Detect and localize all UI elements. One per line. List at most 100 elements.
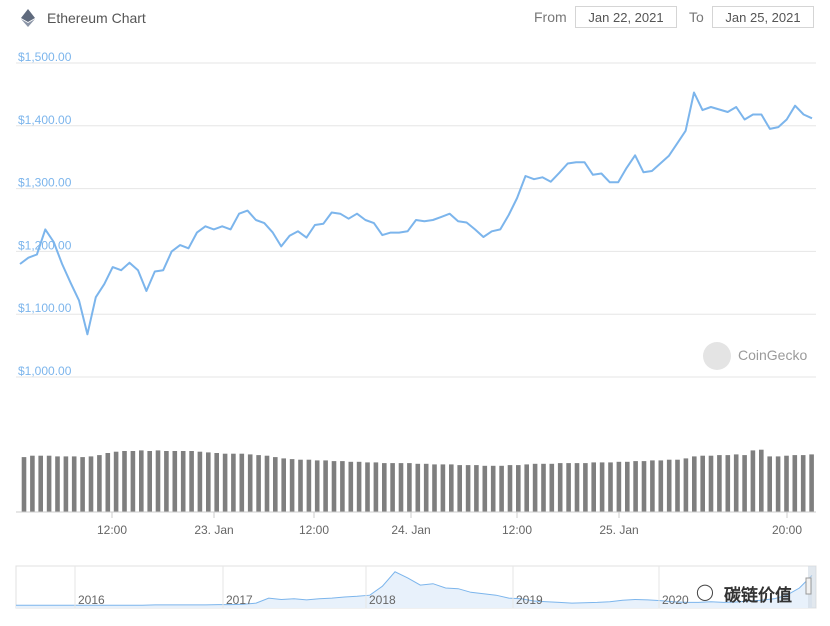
price-series-line[interactable] bbox=[19, 91, 813, 336]
x-tick-label: 12:00 bbox=[97, 523, 127, 537]
volume-bar bbox=[750, 450, 756, 512]
volume-bar bbox=[759, 449, 764, 512]
volume-bar bbox=[331, 461, 337, 512]
price-y-tick-label: $1,200.00 bbox=[18, 238, 72, 252]
chart-title: Ethereum Chart bbox=[47, 10, 146, 26]
volume-bar bbox=[164, 451, 169, 512]
volume-bar bbox=[365, 462, 370, 512]
volume-bar bbox=[206, 452, 211, 512]
volume-bar bbox=[382, 463, 387, 512]
volume-bar bbox=[474, 465, 479, 512]
navigator-selection[interactable] bbox=[808, 566, 816, 608]
price-y-tick-label: $1,400.00 bbox=[18, 113, 72, 127]
brand-text: 碳链价值 bbox=[724, 586, 792, 605]
volume-bar bbox=[725, 455, 731, 512]
volume-bar bbox=[298, 459, 303, 512]
volume-bar bbox=[289, 459, 295, 512]
ethereum-icon bbox=[21, 9, 35, 27]
volume-bar bbox=[566, 463, 571, 512]
navigator-year-label: 2019 bbox=[516, 593, 543, 607]
volume-bar bbox=[30, 455, 35, 512]
volume-bar bbox=[407, 463, 412, 512]
volume-bar bbox=[46, 455, 52, 512]
volume-bar bbox=[767, 456, 772, 512]
volume-bar bbox=[490, 465, 496, 512]
volume-bar bbox=[113, 451, 119, 512]
volume-bar bbox=[155, 450, 161, 512]
x-tick-label: 25. Jan bbox=[599, 523, 638, 537]
volume-bar bbox=[256, 455, 261, 512]
volume-bar bbox=[700, 455, 705, 512]
volume-bar bbox=[650, 460, 655, 512]
volume-bar bbox=[482, 465, 488, 512]
volume-bar bbox=[541, 463, 546, 512]
volume-bar bbox=[432, 464, 437, 512]
price-line-group[interactable] bbox=[19, 91, 813, 336]
price-gridlines bbox=[16, 62, 816, 378]
volume-bar bbox=[214, 453, 219, 512]
volume-bar bbox=[239, 453, 245, 512]
volume-bar bbox=[21, 457, 27, 512]
volume-bar bbox=[666, 459, 672, 512]
volume-bar bbox=[63, 456, 69, 512]
brand-watermark: ◯ 碳链价值 bbox=[668, 577, 818, 607]
volume-bar bbox=[733, 454, 739, 512]
volume-bar bbox=[340, 461, 345, 512]
volume-bar bbox=[625, 461, 630, 513]
from-label: From bbox=[534, 9, 567, 25]
gecko-icon bbox=[703, 342, 731, 370]
volume-bar bbox=[599, 462, 605, 512]
volume-bar bbox=[809, 454, 814, 512]
navigator-handle[interactable] bbox=[805, 577, 812, 595]
x-tick-label: 20:00 bbox=[772, 523, 802, 537]
navigator-year-label: 2018 bbox=[369, 593, 396, 607]
volume-bar bbox=[516, 465, 521, 512]
volume-bar bbox=[139, 450, 144, 512]
price-y-tick-label: $1,300.00 bbox=[18, 176, 72, 190]
volume-bar bbox=[800, 455, 806, 512]
volume-bar bbox=[348, 461, 354, 513]
volume-bar bbox=[440, 464, 446, 512]
price-y-tick-label: $1,000.00 bbox=[18, 364, 72, 378]
volume-bar bbox=[55, 456, 60, 512]
volume-bar bbox=[80, 457, 85, 512]
volume-bar bbox=[323, 460, 328, 512]
volume-bar bbox=[130, 451, 136, 512]
range-navigator[interactable]: 2016 2017 2018 2019 2020 bbox=[15, 565, 817, 609]
volume-bar bbox=[390, 463, 395, 512]
volume-bar bbox=[616, 461, 622, 513]
x-tick-label: 12:00 bbox=[502, 523, 532, 537]
volume-bar bbox=[708, 455, 714, 512]
volume-bar bbox=[415, 463, 421, 512]
volume-bar bbox=[532, 463, 538, 512]
to-date-input[interactable] bbox=[712, 6, 814, 28]
from-date-input[interactable] bbox=[575, 6, 677, 28]
price-y-tick-label: $1,500.00 bbox=[18, 50, 72, 64]
volume-bar bbox=[172, 451, 178, 512]
volume-bar bbox=[105, 453, 111, 512]
volume-bar bbox=[692, 456, 697, 512]
volume-bar bbox=[189, 451, 194, 512]
volume-bar bbox=[281, 458, 286, 512]
volume-bar bbox=[457, 465, 462, 512]
volume-bar bbox=[38, 455, 43, 512]
volume-bar bbox=[591, 462, 596, 512]
volume-bar bbox=[88, 456, 94, 512]
volume-bar bbox=[784, 455, 789, 512]
volume-bar bbox=[499, 465, 504, 512]
volume-bar bbox=[507, 465, 513, 512]
x-tick-label: 24. Jan bbox=[391, 523, 430, 537]
coingecko-watermark: CoinGecko bbox=[703, 342, 823, 372]
volume-bar bbox=[608, 462, 613, 512]
watermark-text: CoinGecko bbox=[738, 347, 808, 363]
volume-bar bbox=[398, 463, 404, 512]
volume-bar bbox=[231, 453, 236, 512]
volume-bar bbox=[197, 451, 203, 512]
wechat-icon: ◯ bbox=[696, 584, 714, 601]
volume-bar bbox=[264, 455, 270, 512]
volume-bar bbox=[465, 465, 471, 512]
volume-bar bbox=[423, 463, 429, 512]
navigator-year-label: 2017 bbox=[226, 593, 253, 607]
volume-bar bbox=[373, 462, 379, 512]
